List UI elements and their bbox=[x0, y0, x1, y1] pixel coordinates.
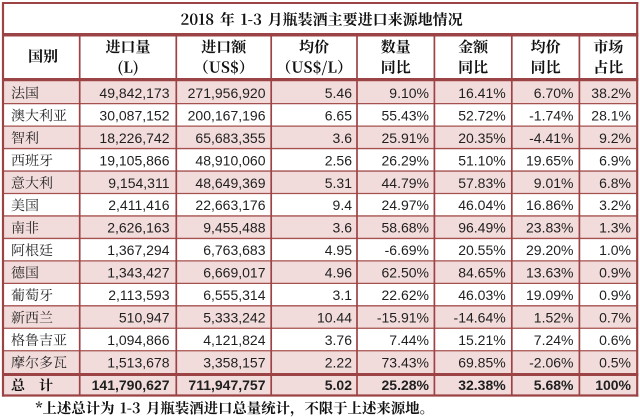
svg-text:-14.64%: -14.64% bbox=[454, 310, 506, 326]
svg-text:0.9%: 0.9% bbox=[599, 287, 631, 303]
svg-text:-1.74%: -1.74% bbox=[529, 107, 573, 123]
svg-text:3.76: 3.76 bbox=[325, 332, 352, 348]
svg-text:58.68%: 58.68% bbox=[382, 220, 429, 236]
svg-text:57.83%: 57.83% bbox=[458, 175, 505, 191]
svg-text:38.2%: 38.2% bbox=[591, 85, 631, 101]
svg-text:6.65: 6.65 bbox=[325, 107, 352, 123]
svg-text:1.3%: 1.3% bbox=[599, 220, 631, 236]
svg-text:271,956,920: 271,956,920 bbox=[188, 85, 266, 101]
svg-text:44.79%: 44.79% bbox=[382, 175, 429, 191]
svg-text:16.41%: 16.41% bbox=[458, 85, 505, 101]
svg-text:5.31: 5.31 bbox=[325, 175, 352, 191]
svg-text:6.70%: 6.70% bbox=[534, 85, 574, 101]
svg-text:2,411,416: 2,411,416 bbox=[108, 197, 169, 213]
svg-text:5.02: 5.02 bbox=[325, 377, 352, 393]
svg-text:22.62%: 22.62% bbox=[382, 287, 429, 303]
svg-text:9,154,311: 9,154,311 bbox=[108, 175, 169, 191]
svg-text:200,167,196: 200,167,196 bbox=[188, 107, 266, 123]
svg-text:49,842,173: 49,842,173 bbox=[99, 85, 169, 101]
svg-text:23.83%: 23.83% bbox=[526, 220, 573, 236]
svg-text:19.65%: 19.65% bbox=[526, 152, 573, 168]
svg-text:-4.41%: -4.41% bbox=[529, 130, 573, 146]
svg-text:3.6: 3.6 bbox=[333, 220, 353, 236]
svg-text:1,094,866: 1,094,866 bbox=[107, 332, 169, 348]
svg-text:0.7%: 0.7% bbox=[599, 310, 631, 326]
svg-text:18,226,742: 18,226,742 bbox=[99, 130, 169, 146]
svg-text:9.4: 9.4 bbox=[333, 197, 353, 213]
svg-text:0.5%: 0.5% bbox=[599, 354, 631, 370]
svg-text:4.96: 4.96 bbox=[325, 265, 352, 281]
svg-text:2.56: 2.56 bbox=[325, 152, 352, 168]
svg-text:13.63%: 13.63% bbox=[526, 265, 573, 281]
svg-text:73.43%: 73.43% bbox=[382, 354, 429, 370]
svg-text:25.28%: 25.28% bbox=[382, 377, 430, 393]
svg-text:9.10%: 9.10% bbox=[389, 85, 429, 101]
svg-text:19,105,866: 19,105,866 bbox=[99, 152, 169, 168]
svg-text:3,358,157: 3,358,157 bbox=[203, 354, 265, 370]
svg-text:0.9%: 0.9% bbox=[599, 265, 631, 281]
svg-text:1.0%: 1.0% bbox=[599, 242, 631, 258]
svg-text:2.22: 2.22 bbox=[325, 354, 352, 370]
svg-text:4,121,824: 4,121,824 bbox=[203, 332, 265, 348]
svg-text:6,669,017: 6,669,017 bbox=[203, 265, 265, 281]
svg-text:7.24%: 7.24% bbox=[534, 332, 574, 348]
svg-text:510,947: 510,947 bbox=[119, 310, 170, 326]
svg-text:51.10%: 51.10% bbox=[458, 152, 505, 168]
svg-text:32.38%: 32.38% bbox=[458, 377, 506, 393]
svg-text:6.8%: 6.8% bbox=[599, 175, 631, 191]
svg-text:-2.06%: -2.06% bbox=[529, 354, 573, 370]
svg-text:48,910,060: 48,910,060 bbox=[195, 152, 265, 168]
svg-text:0.6%: 0.6% bbox=[599, 332, 631, 348]
svg-text:1,513,678: 1,513,678 bbox=[107, 354, 169, 370]
svg-text:-6.69%: -6.69% bbox=[385, 242, 429, 258]
svg-text:711,947,757: 711,947,757 bbox=[188, 377, 265, 393]
svg-text:28.1%: 28.1% bbox=[591, 107, 631, 123]
svg-text:9.2%: 9.2% bbox=[599, 130, 631, 146]
svg-text:15.21%: 15.21% bbox=[458, 332, 505, 348]
svg-text:9.01%: 9.01% bbox=[534, 175, 574, 191]
svg-text:20.35%: 20.35% bbox=[458, 130, 505, 146]
svg-text:19.09%: 19.09% bbox=[526, 287, 573, 303]
svg-text:3.1: 3.1 bbox=[333, 287, 353, 303]
svg-text:5.68%: 5.68% bbox=[534, 377, 574, 393]
svg-text:10.44: 10.44 bbox=[317, 310, 352, 326]
svg-text:1,367,294: 1,367,294 bbox=[107, 242, 169, 258]
svg-text:62.50%: 62.50% bbox=[382, 265, 429, 281]
svg-text:4.95: 4.95 bbox=[325, 242, 352, 258]
svg-text:46.04%: 46.04% bbox=[458, 197, 505, 213]
svg-text:6,763,683: 6,763,683 bbox=[203, 242, 265, 258]
svg-text:20.55%: 20.55% bbox=[458, 242, 505, 258]
svg-text:141,790,627: 141,790,627 bbox=[92, 377, 170, 393]
svg-text:30,087,152: 30,087,152 bbox=[99, 107, 169, 123]
svg-text:48,649,369: 48,649,369 bbox=[195, 175, 265, 191]
svg-text:16.86%: 16.86% bbox=[526, 197, 573, 213]
svg-text:6,555,314: 6,555,314 bbox=[203, 287, 265, 303]
svg-text:1.52%: 1.52% bbox=[534, 310, 574, 326]
svg-text:22,663,176: 22,663,176 bbox=[195, 197, 265, 213]
svg-text:3.6: 3.6 bbox=[333, 130, 353, 146]
svg-text:29.20%: 29.20% bbox=[526, 242, 573, 258]
svg-text:84.65%: 84.65% bbox=[458, 265, 505, 281]
svg-text:65,683,355: 65,683,355 bbox=[195, 130, 265, 146]
svg-text:5.46: 5.46 bbox=[325, 85, 352, 101]
svg-text:100%: 100% bbox=[595, 377, 631, 393]
svg-text:7.44%: 7.44% bbox=[389, 332, 429, 348]
svg-text:69.85%: 69.85% bbox=[458, 354, 505, 370]
svg-text:5,333,242: 5,333,242 bbox=[203, 310, 265, 326]
svg-text:25.91%: 25.91% bbox=[382, 130, 429, 146]
svg-text:2,113,593: 2,113,593 bbox=[108, 287, 169, 303]
svg-text:6.9%: 6.9% bbox=[599, 152, 631, 168]
svg-text:24.97%: 24.97% bbox=[382, 197, 429, 213]
svg-text:9,455,488: 9,455,488 bbox=[203, 220, 265, 236]
svg-text:96.49%: 96.49% bbox=[458, 220, 505, 236]
svg-text:55.43%: 55.43% bbox=[382, 107, 429, 123]
svg-text:52.72%: 52.72% bbox=[458, 107, 505, 123]
svg-text:26.29%: 26.29% bbox=[382, 152, 429, 168]
svg-text:46.03%: 46.03% bbox=[458, 287, 505, 303]
svg-text:-15.91%: -15.91% bbox=[377, 310, 429, 326]
svg-text:1,343,427: 1,343,427 bbox=[107, 265, 169, 281]
svg-text:3.2%: 3.2% bbox=[599, 197, 631, 213]
svg-text:2,626,163: 2,626,163 bbox=[107, 220, 169, 236]
